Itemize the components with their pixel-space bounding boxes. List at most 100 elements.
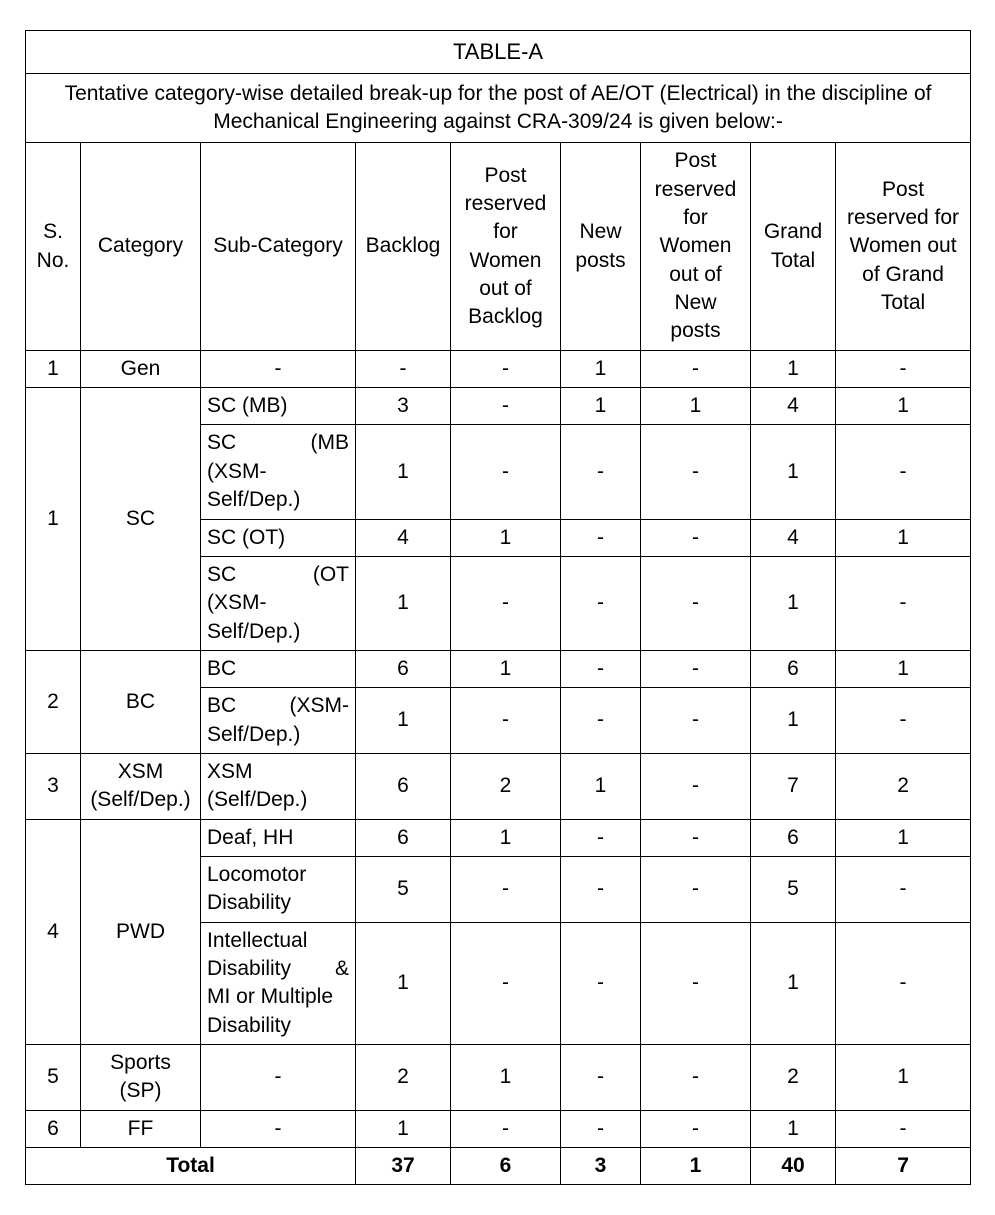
grand-total-cell: 4 [751, 519, 836, 556]
new-posts-cell: - [561, 1110, 641, 1147]
col-women-new: Post reserved for Women out of New posts [641, 143, 751, 350]
backlog-cell: 3 [356, 388, 451, 425]
backlog-cell: 1 [356, 922, 451, 1044]
women-backlog-cell: - [451, 688, 561, 754]
new-posts-cell: 1 [561, 753, 641, 819]
subcategory-cell: BC [201, 650, 356, 687]
backlog-cell: 1 [356, 425, 451, 519]
col-backlog: Backlog [356, 143, 451, 350]
col-grand-total: Grand Total [751, 143, 836, 350]
women-grand-total-cell: 1 [836, 519, 971, 556]
women-new-cell: - [641, 519, 751, 556]
backlog-cell: 1 [356, 556, 451, 650]
total-grand-total: 40 [751, 1148, 836, 1185]
women-backlog-cell: - [451, 425, 561, 519]
backlog-cell: 1 [356, 688, 451, 754]
breakup-table: TABLE-ATentative category-wise detailed … [25, 30, 971, 1185]
subcategory-cell: SC (MB) [201, 388, 356, 425]
sno-cell: 1 [26, 388, 81, 651]
women-grand-total-cell: 1 [836, 388, 971, 425]
women-backlog-cell: - [451, 556, 561, 650]
subcategory-cell: XSM (Self/Dep.) [201, 753, 356, 819]
women-grand-total-cell: - [836, 425, 971, 519]
new-posts-cell: - [561, 425, 641, 519]
women-backlog-cell: 1 [451, 819, 561, 856]
backlog-cell: 2 [356, 1045, 451, 1111]
subcategory-cell: - [201, 1045, 356, 1111]
sno-cell: 3 [26, 753, 81, 819]
grand-total-cell: 7 [751, 753, 836, 819]
sno-cell: 2 [26, 650, 81, 753]
women-grand-total-cell: - [836, 1110, 971, 1147]
table-row: 4PWDDeaf, HH61--61 [26, 819, 971, 856]
new-posts-cell: 1 [561, 350, 641, 387]
grand-total-cell: 4 [751, 388, 836, 425]
women-grand-total-cell: - [836, 856, 971, 922]
backlog-cell: 6 [356, 819, 451, 856]
women-grand-total-cell: 1 [836, 1045, 971, 1111]
grand-total-cell: 1 [751, 1110, 836, 1147]
women-new-cell: - [641, 856, 751, 922]
women-grand-total-cell: 2 [836, 753, 971, 819]
table-row: 1Gen---1-1- [26, 350, 971, 387]
table-row: 5Sports (SP)-21--21 [26, 1045, 971, 1111]
table-row: 3XSM (Self/Dep.)XSM (Self/Dep.)621-72 [26, 753, 971, 819]
grand-total-cell: 1 [751, 425, 836, 519]
table-subtitle: Tentative category-wise detailed break-u… [26, 73, 971, 143]
women-new-cell: - [641, 350, 751, 387]
table-row: 2BCBC61--61 [26, 650, 971, 687]
women-new-cell: - [641, 753, 751, 819]
new-posts-cell: 1 [561, 388, 641, 425]
women-backlog-cell: 1 [451, 1045, 561, 1111]
women-grand-total-cell: - [836, 350, 971, 387]
women-new-cell: - [641, 556, 751, 650]
total-label: Total [26, 1148, 356, 1185]
women-grand-total-cell: 1 [836, 819, 971, 856]
subcategory-cell: Deaf, HH [201, 819, 356, 856]
total-women-new: 1 [641, 1148, 751, 1185]
category-cell: FF [81, 1110, 201, 1147]
new-posts-cell: - [561, 856, 641, 922]
backlog-cell: 1 [356, 1110, 451, 1147]
women-new-cell: 1 [641, 388, 751, 425]
backlog-cell: - [356, 350, 451, 387]
total-new: 3 [561, 1148, 641, 1185]
grand-total-cell: 1 [751, 350, 836, 387]
sno-cell: 5 [26, 1045, 81, 1111]
women-new-cell: - [641, 1045, 751, 1111]
category-cell: Gen [81, 350, 201, 387]
women-backlog-cell: 2 [451, 753, 561, 819]
women-new-cell: - [641, 650, 751, 687]
grand-total-cell: 6 [751, 819, 836, 856]
subcategory-cell: SC(MB(XSM-Self/Dep.) [201, 425, 356, 519]
new-posts-cell: - [561, 688, 641, 754]
women-backlog-cell: - [451, 922, 561, 1044]
backlog-cell: 4 [356, 519, 451, 556]
category-cell: SC [81, 388, 201, 651]
category-cell: PWD [81, 819, 201, 1044]
col-women-grand-total: Post reserved for Women out of Grand Tot… [836, 143, 971, 350]
total-backlog: 37 [356, 1148, 451, 1185]
women-grand-total-cell: - [836, 922, 971, 1044]
new-posts-cell: - [561, 556, 641, 650]
grand-total-cell: 1 [751, 922, 836, 1044]
sno-cell: 6 [26, 1110, 81, 1147]
subcategory-cell: SC (OT) [201, 519, 356, 556]
subcategory-cell: SC(OT(XSM-Self/Dep.) [201, 556, 356, 650]
total-women-grand-total: 7 [836, 1148, 971, 1185]
backlog-cell: 6 [356, 650, 451, 687]
women-backlog-cell: - [451, 856, 561, 922]
table-title: TABLE-A [26, 31, 971, 74]
grand-total-cell: 2 [751, 1045, 836, 1111]
col-new-posts: New posts [561, 143, 641, 350]
subcategory-cell: BC(XSM-Self/Dep.) [201, 688, 356, 754]
women-new-cell: - [641, 688, 751, 754]
women-backlog-cell: - [451, 350, 561, 387]
subcategory-cell: - [201, 1110, 356, 1147]
table-row: 6FF-1---1- [26, 1110, 971, 1147]
new-posts-cell: - [561, 519, 641, 556]
table-row: 1SCSC (MB)3-1141 [26, 388, 971, 425]
category-cell: XSM (Self/Dep.) [81, 753, 201, 819]
col-sno: S.No. [26, 143, 81, 350]
category-cell: BC [81, 650, 201, 753]
